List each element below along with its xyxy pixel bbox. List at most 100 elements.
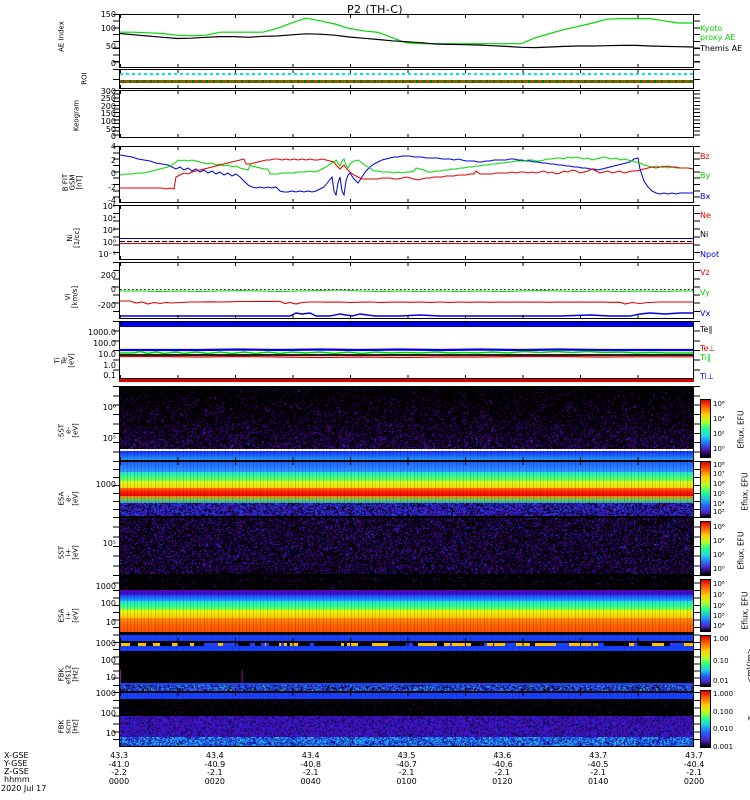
esai-ytick-10: 10	[105, 618, 116, 627]
esai-ytick-1000: 1000	[95, 582, 116, 591]
axis-zgse-value: -2.1	[207, 768, 223, 778]
fbk12-ytick-10: 10	[105, 673, 116, 682]
sst-i-ylabel: SST i+ [eV]	[57, 545, 80, 560]
axis-ygse-value: -40.8	[300, 759, 321, 769]
density-npot-trace	[120, 238, 693, 240]
panel-roi	[119, 69, 694, 89]
temperature-lower-red-band	[119, 379, 694, 382]
cb-ssti-1e6: 10⁶	[713, 523, 725, 531]
cb-ssti-1e4: 10⁴	[713, 537, 725, 545]
panel-side-ticks	[694, 69, 700, 89]
axis-zgse-value: -2.1	[302, 768, 319, 778]
ae-index-traces	[120, 17, 693, 49]
fbkscm-ytick-1000: 1000	[95, 689, 116, 698]
cb-esae-1e4: 10⁴	[713, 500, 725, 508]
keo-ytick-250: 250	[100, 94, 116, 103]
legend-te-perp: Te⊥	[700, 344, 716, 353]
cb-sste-1e4: 10⁴	[713, 415, 725, 423]
axis-hhmm-value: 0200	[683, 776, 705, 786]
fbk-scm-dark-band	[120, 699, 693, 717]
ni-ytick-1e0: 10⁰	[102, 238, 116, 247]
ni-ytick-1em1: 10⁻¹	[98, 250, 116, 259]
axis-tick-column: 43.6 -40.6 -2.1 0120	[472, 751, 532, 786]
colorbar-sst-e	[700, 399, 711, 458]
vi-ytick-200: 200	[100, 271, 116, 280]
axis-xgse-value: 43.6	[493, 751, 512, 760]
cb-esai-1e7: 10⁷	[713, 591, 725, 599]
roi-cyan-band	[120, 73, 693, 75]
fbk-scm-ylabel: FBK scm [Hz]	[57, 719, 80, 734]
panel-keogram	[119, 90, 694, 138]
esa-i-ylabel: ESA i+ [eV]	[57, 608, 80, 623]
bfit-ytick-0: 0	[110, 169, 116, 178]
spectrogram-texture	[120, 737, 693, 746]
axis-zgse-value: -2.1	[686, 768, 702, 778]
axis-hhmm-value: 0020	[204, 776, 225, 786]
spectrogram-texture	[120, 576, 693, 592]
spectrogram-texture	[120, 503, 693, 516]
cb-fbkscm-0p001: 0.001	[713, 743, 734, 751]
axis-xgse-value: 43.4	[301, 751, 320, 760]
ssti-ytick-1e5: 10⁵	[102, 539, 116, 548]
esae-ytick-1000: 1000	[95, 480, 116, 489]
axis-row-label-zgse: Z-GSE	[4, 767, 29, 776]
keogram-ylabel: Keogram	[72, 99, 81, 132]
ni-ytick-1e4: 10⁴	[102, 214, 116, 223]
panel-bottom-ticks	[120, 134, 693, 137]
density-ni-trace	[120, 240, 693, 242]
fbk-e12-dark-body	[120, 651, 693, 684]
bfit-ytick-4: 4	[110, 142, 116, 151]
esa-e-lower-noise	[120, 503, 693, 516]
keo-ytick-150: 150	[100, 109, 116, 118]
axis-tick-column: 43.4 -40.8 -2.1 0040	[281, 751, 341, 786]
page-title: P2 (TH-C)	[347, 3, 403, 16]
cb-sste-1e0: 10⁰	[713, 445, 725, 453]
axis-date-label: 2020 Jul 17	[1, 784, 47, 793]
panel-side-ticks	[694, 90, 700, 138]
axis-tick-column: 43.7 -40.4 -2.1 0200	[664, 751, 724, 786]
axis-ygse-value: -40.7	[396, 759, 417, 769]
spectrogram-texture	[120, 651, 693, 684]
temp-tiperp-upper	[120, 322, 693, 327]
temperature-traces	[120, 348, 693, 359]
cb-esai-1e5: 10⁵	[713, 612, 725, 620]
vi-ytick-neg200: -200	[97, 301, 116, 310]
sste-ytick-1e6: 10⁶	[102, 403, 116, 412]
esai-ytick-100: 100	[100, 599, 116, 608]
time-striping-overlay	[120, 451, 693, 460]
panel-bottom-ticks	[120, 85, 693, 88]
cb-esai-1e8: 10⁸	[713, 580, 725, 588]
panel-ae-index	[119, 14, 694, 68]
panel-density	[119, 205, 694, 260]
cb-fbk12-0p01: 0.01	[713, 677, 729, 685]
esa-e-ylabel: ESA e- [eV]	[57, 491, 80, 506]
panel-velocity	[119, 262, 694, 319]
panel-sst-e	[119, 386, 694, 461]
temp-ytick-1000: 1000.0	[88, 328, 116, 337]
ae-ytick-100: 100	[100, 24, 116, 33]
colorbar-sst-i	[700, 521, 711, 576]
esa-i-bottom-blue	[120, 635, 693, 641]
velocity-ylabel: Vi [km/s]	[64, 285, 79, 309]
axis-hhmm-value: 0100	[396, 776, 417, 786]
cb-esae-1e3: 10³	[713, 508, 725, 516]
cb-fbkscm-0p100: 0.100	[713, 708, 734, 716]
axis-zgse-value: -2.2	[111, 768, 127, 778]
axis-row-label-ygse: Y-GSE	[4, 759, 28, 768]
keo-ytick-100: 100	[100, 117, 116, 126]
axis-tick-column: 43.4 -40.9 -2.1 0020	[185, 751, 245, 786]
axis-row-label-hhmm: hhmm	[4, 775, 30, 784]
bfit-ytick-neg4: -4	[108, 196, 116, 205]
legend-vy: Vy	[700, 288, 710, 297]
time-striping-overlay	[120, 618, 693, 633]
panel-top-ticks	[120, 91, 693, 94]
cb-esai-1e4: 10⁴	[713, 622, 725, 630]
esa-i-orange-core	[120, 618, 693, 633]
axis-tick-column: 43.3 -41.0 -2.2 0000	[89, 751, 149, 786]
axis-tick-column: 43.7 -40.5 -2.1 0140	[568, 751, 628, 786]
roi-ylabel: ROI	[80, 72, 89, 85]
bfit-ytick-2: 2	[110, 156, 116, 165]
sst-i-spectrogram	[120, 518, 693, 574]
ni-ytick-1e5: 10⁵	[102, 202, 116, 211]
b-fit-traces	[120, 154, 693, 197]
